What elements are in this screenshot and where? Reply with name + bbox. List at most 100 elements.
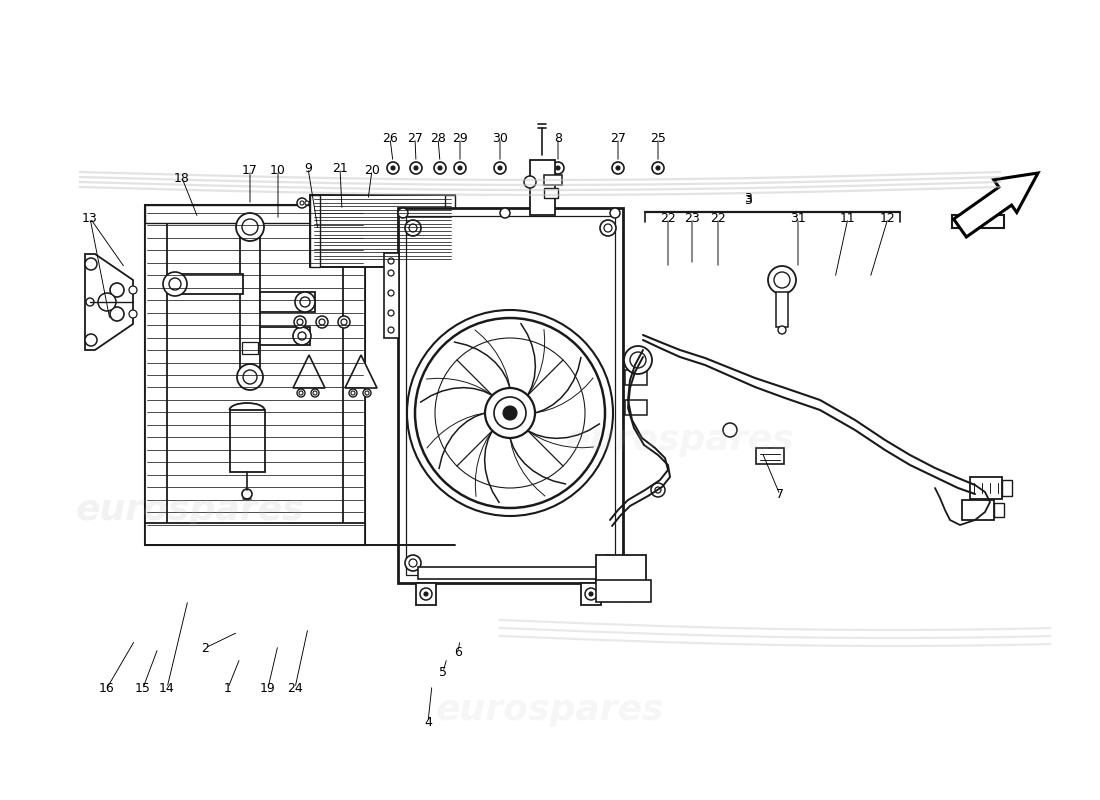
Circle shape [405, 555, 421, 571]
Bar [343, 205, 365, 545]
Circle shape [656, 166, 660, 170]
Circle shape [494, 397, 526, 429]
Circle shape [407, 310, 613, 516]
Bar [994, 503, 1004, 517]
Text: 5: 5 [439, 666, 447, 678]
Circle shape [85, 334, 97, 346]
Circle shape [163, 272, 187, 296]
Bar [636, 583, 646, 601]
Bar [310, 195, 320, 267]
Text: 7: 7 [776, 489, 784, 502]
Circle shape [552, 162, 564, 174]
Circle shape [434, 162, 446, 174]
Circle shape [768, 266, 796, 294]
Circle shape [398, 208, 408, 218]
Text: 31: 31 [790, 211, 806, 225]
Bar [600, 583, 610, 601]
Circle shape [454, 162, 466, 174]
Circle shape [610, 208, 620, 218]
Text: 19: 19 [260, 682, 276, 694]
Circle shape [409, 559, 417, 567]
Circle shape [300, 297, 310, 307]
Circle shape [363, 389, 371, 397]
Circle shape [236, 364, 263, 390]
Text: 28: 28 [430, 131, 446, 145]
Circle shape [236, 213, 264, 241]
Text: 29: 29 [452, 131, 468, 145]
Circle shape [316, 316, 328, 328]
Circle shape [616, 166, 620, 170]
Bar [776, 292, 788, 327]
Text: 26: 26 [382, 131, 398, 145]
Circle shape [243, 370, 257, 384]
Circle shape [319, 319, 324, 325]
Circle shape [424, 592, 428, 596]
Circle shape [314, 391, 317, 395]
Text: 27: 27 [407, 131, 422, 145]
Circle shape [242, 219, 258, 235]
Circle shape [341, 319, 346, 325]
Text: 22: 22 [660, 211, 675, 225]
Text: 24: 24 [287, 682, 303, 694]
Bar [756, 448, 784, 464]
Circle shape [129, 310, 138, 318]
Text: 9: 9 [304, 162, 312, 174]
Text: 3: 3 [744, 194, 752, 206]
Circle shape [630, 352, 646, 368]
Circle shape [110, 307, 124, 321]
Bar [962, 500, 994, 520]
Text: 22: 22 [711, 211, 726, 225]
Circle shape [388, 270, 394, 276]
Circle shape [409, 224, 417, 232]
Bar [446, 195, 455, 267]
Circle shape [604, 559, 612, 567]
Circle shape [601, 589, 609, 597]
Circle shape [613, 589, 621, 597]
Circle shape [723, 423, 737, 437]
Bar [625, 370, 647, 385]
Circle shape [774, 272, 790, 288]
Circle shape [651, 483, 666, 497]
Circle shape [503, 406, 517, 420]
Bar [596, 555, 646, 583]
Bar [230, 410, 265, 472]
Text: 21: 21 [332, 162, 348, 174]
Text: 27: 27 [610, 131, 626, 145]
Circle shape [600, 555, 616, 571]
Circle shape [654, 487, 661, 493]
Bar [416, 583, 436, 605]
Polygon shape [293, 355, 324, 388]
Bar [970, 477, 1002, 499]
Bar [612, 583, 621, 601]
Circle shape [778, 326, 786, 334]
Circle shape [294, 316, 306, 328]
Circle shape [410, 162, 422, 174]
Text: 18: 18 [174, 171, 190, 185]
Circle shape [365, 391, 369, 395]
Bar [384, 253, 399, 338]
Bar [260, 327, 310, 345]
Bar [581, 583, 601, 605]
Circle shape [415, 318, 605, 508]
Bar [596, 580, 651, 602]
Circle shape [311, 389, 319, 397]
Bar [625, 400, 647, 415]
Text: 16: 16 [99, 682, 114, 694]
Circle shape [305, 201, 309, 205]
Circle shape [85, 258, 97, 270]
Circle shape [297, 389, 305, 397]
Circle shape [420, 588, 432, 600]
Text: 15: 15 [135, 682, 151, 694]
Text: 12: 12 [880, 211, 895, 225]
Circle shape [299, 391, 303, 395]
Bar [398, 208, 623, 583]
Circle shape [388, 310, 394, 316]
Circle shape [585, 588, 597, 600]
Text: 20: 20 [364, 163, 380, 177]
Bar [544, 188, 558, 198]
Circle shape [388, 258, 394, 264]
Text: 3: 3 [744, 191, 752, 205]
Bar [952, 215, 1004, 228]
Bar [310, 195, 455, 267]
Text: eurospares: eurospares [565, 423, 794, 457]
